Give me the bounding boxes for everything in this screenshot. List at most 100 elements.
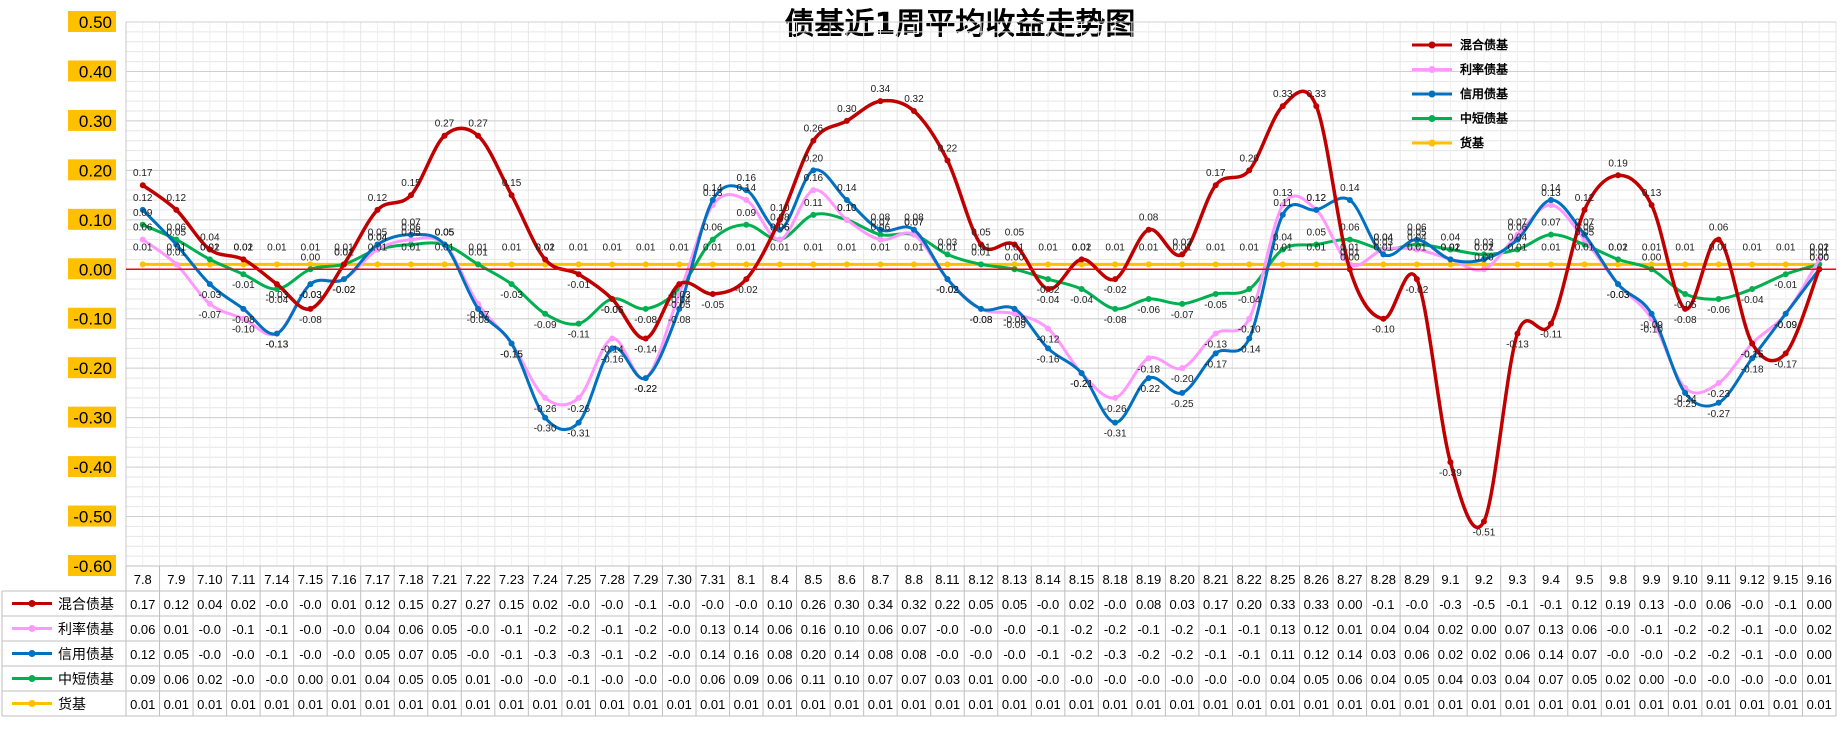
table-cell: 0.01 xyxy=(1371,697,1396,712)
series-4-data-label: 0.01 xyxy=(1541,242,1561,253)
series-0-point xyxy=(642,335,649,342)
x-tick-label: 8.12 xyxy=(968,572,993,587)
series-4-point xyxy=(1212,261,1219,268)
series-1-point xyxy=(542,394,549,401)
table-cell: 0.01 xyxy=(1069,697,1094,712)
series-4-data-label: 0.01 xyxy=(1709,242,1729,253)
table-cell: 0.04 xyxy=(1505,672,1530,687)
series-0-point xyxy=(1480,518,1487,525)
series-0-data-label: 0.01 xyxy=(334,247,354,258)
y-tick-label-background xyxy=(68,109,116,131)
series-1-point xyxy=(1145,355,1152,362)
x-tick-label: 8.20 xyxy=(1170,572,1195,587)
series-4-data-label: 0.01 xyxy=(871,242,891,253)
table-cell: -0.0 xyxy=(970,647,992,662)
table-cell: 0.05 xyxy=(432,622,457,637)
series-1-data-label: -0.02 xyxy=(333,285,356,296)
table-cell: 0.06 xyxy=(1404,647,1429,662)
table-cell: 0.14 xyxy=(734,622,759,637)
table-cell: -0.2 xyxy=(567,622,589,637)
table-cell: -0.1 xyxy=(1238,622,1260,637)
table-cell: -0.1 xyxy=(601,647,623,662)
series-2-data-label: -0.17 xyxy=(1204,359,1227,370)
series-1-data-label: -0.13 xyxy=(265,340,288,351)
table-cell: 0.06 xyxy=(1337,672,1362,687)
table-cell: 0.00 xyxy=(1807,597,1832,612)
table-cell: -0.0 xyxy=(601,597,623,612)
series-3-point xyxy=(1782,271,1789,278)
x-tick-label: 7.29 xyxy=(633,572,658,587)
table-cell: -0.0 xyxy=(668,672,690,687)
series-4-data-label: 0.01 xyxy=(1206,242,1226,253)
series-0-point xyxy=(206,246,213,253)
series-4-point xyxy=(810,261,817,268)
table-cell: 0.32 xyxy=(901,597,926,612)
table-cell: 0.01 xyxy=(1002,697,1027,712)
table-cell: -0.0 xyxy=(1205,672,1227,687)
x-tick-label: 9.5 xyxy=(1575,572,1593,587)
series-0-data-label: 0.27 xyxy=(468,119,488,130)
table-cell: 0.07 xyxy=(398,647,423,662)
y-tick-label-background xyxy=(68,555,116,576)
table-cell: 0.30 xyxy=(834,597,859,612)
table-cell: -0.0 xyxy=(199,647,221,662)
x-tick-label: 9.3 xyxy=(1508,572,1526,587)
series-2-point xyxy=(944,276,951,283)
series-4-point xyxy=(1548,261,1554,268)
series-0-data-label: 0.12 xyxy=(368,193,388,204)
series-0-data-label: -0.10 xyxy=(1372,325,1395,336)
legend-marker xyxy=(1428,115,1436,122)
table-cell: 0.01 xyxy=(164,697,189,712)
series-4-data-label: 0.01 xyxy=(1575,242,1595,253)
series-3-data-label: 0.06 xyxy=(167,223,187,234)
table-cell: 0.06 xyxy=(767,622,792,637)
series-2-data-label: 0.02 xyxy=(1474,242,1494,253)
series-1-point xyxy=(877,236,884,243)
series-4-point xyxy=(1581,261,1588,268)
series-2-data-label: -0.13 xyxy=(265,340,288,351)
table-cell: 0.01 xyxy=(667,697,692,712)
series-4-data-label: 0.01 xyxy=(1072,242,1092,253)
series-4-data-label: 0.01 xyxy=(804,242,824,253)
series-3-data-label: 0.05 xyxy=(435,228,455,239)
series-3-data-label: 0.01 xyxy=(468,247,488,258)
table-cell: 0.01 xyxy=(834,697,859,712)
table-cell: -0.0 xyxy=(1707,672,1729,687)
table-cell: 0.01 xyxy=(1136,697,1161,712)
series-4-data-label: 0.01 xyxy=(938,242,958,253)
series-3-data-label: 0.04 xyxy=(1374,232,1394,243)
series-3-data-label: 0.04 xyxy=(1441,232,1461,243)
series-3-data-label: 0.05 xyxy=(1407,228,1427,239)
series-0-point xyxy=(776,216,783,223)
series-2-point xyxy=(776,226,783,233)
table-cell: 0.01 xyxy=(1404,697,1429,712)
series-0-data-label: -0.11 xyxy=(1540,330,1562,341)
series-3-point xyxy=(709,236,716,243)
chart-title: 债基近1周平均收益走势图 xyxy=(785,7,1136,42)
series-0-data-label: 0.00 xyxy=(1340,252,1360,263)
table-cell: 0.01 xyxy=(734,697,759,712)
table-cell: -0.0 xyxy=(601,672,623,687)
series-3-data-label: 0.10 xyxy=(837,203,857,214)
series-0-data-label: 0.10 xyxy=(770,203,790,214)
table-cell: -0.0 xyxy=(1640,647,1662,662)
table-cell: 0.03 xyxy=(1170,597,1195,612)
series-4-data-label: 0.01 xyxy=(368,242,388,253)
series-4-data-label: 0.01 xyxy=(1038,242,1058,253)
table-cell: 0.01 xyxy=(465,697,490,712)
table-cell: -0.0 xyxy=(635,672,657,687)
series-4-point xyxy=(1011,261,1018,268)
table-cell: 0.01 xyxy=(935,697,960,712)
series-2-point xyxy=(978,305,984,312)
series-2-point xyxy=(475,305,482,312)
series-3-point xyxy=(978,261,984,268)
table-cell: 0.01 xyxy=(1270,697,1295,712)
series-3-data-label: -0.04 xyxy=(1070,295,1093,306)
series-1-data-label: -0.10 xyxy=(1238,325,1261,336)
series-4-data-label: 0.01 xyxy=(1172,242,1192,253)
series-0-data-label: 0.12 xyxy=(1575,193,1595,204)
table-cell: 0.14 xyxy=(1337,647,1362,662)
series-0-point xyxy=(1782,350,1789,357)
series-2-point xyxy=(173,241,180,248)
series-2-data-label: -0.22 xyxy=(1137,384,1160,395)
